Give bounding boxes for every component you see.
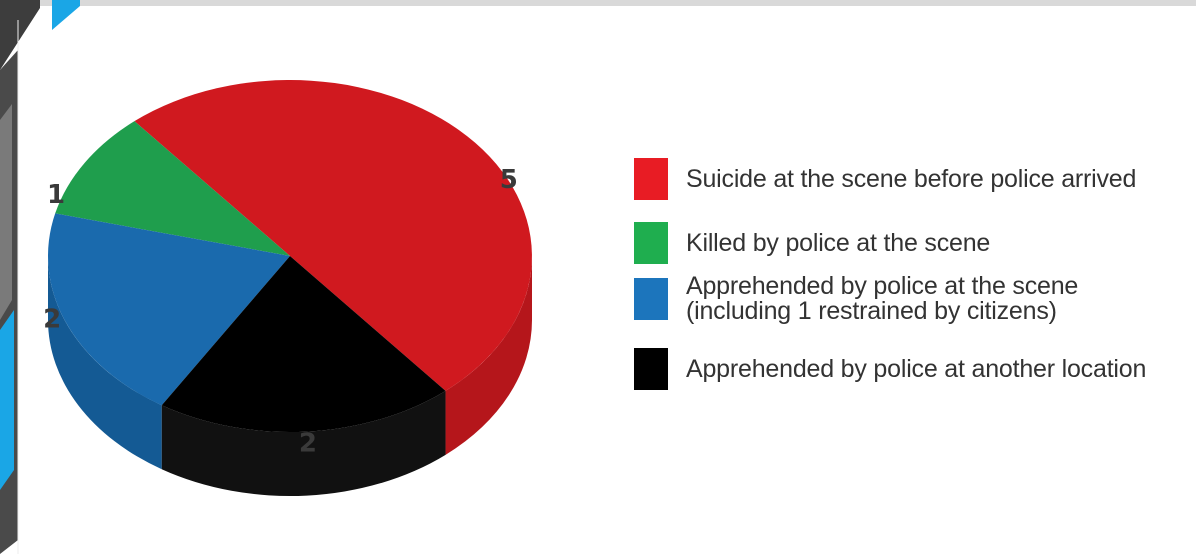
decor-blue-wedge (0, 310, 14, 490)
pie-sides-group (48, 256, 532, 496)
value-label-apprehended-other-location: 2 (299, 429, 317, 459)
legend-label-suicide: Suicide at the scene before police arriv… (686, 164, 1137, 193)
pie-labels-group: 5 1 2 2 (43, 165, 518, 459)
legend-item-apprehended-other-location: Apprehended by police at another locatio… (634, 348, 1146, 390)
pie-top-group (47, 80, 532, 432)
legend-label-killed-by-police: Killed by police at the scene (686, 228, 991, 257)
legend-item-suicide: Suicide at the scene before police arriv… (634, 158, 1136, 200)
value-label-apprehended-at-scene: 2 (43, 304, 61, 334)
legend-swatch-apprehended-other-location (634, 348, 668, 390)
pie-slice-apprehended-at-scene (47, 213, 290, 406)
value-label-suicide: 5 (500, 165, 518, 195)
pie-slice-suicide (134, 80, 532, 391)
legend-label-apprehended-at-scene: Apprehended by police at the scene (incl… (686, 272, 1079, 325)
legend-swatch-apprehended-at-scene (634, 278, 668, 320)
value-label-killed-by-police: 1 (47, 180, 65, 210)
pie-side-suicide (445, 256, 532, 455)
top-border-bar (0, 0, 1196, 6)
pie-slice-apprehended-other-location (161, 256, 446, 432)
pie-side-apprehended-other-location (161, 390, 446, 496)
pie-slice-killed-by-police (55, 121, 291, 256)
pie-side-apprehended-at-scene (48, 256, 162, 470)
legend-item-apprehended-at-scene: Apprehended by police at the scene (incl… (634, 274, 1078, 324)
decor-blue-strip-top (52, 0, 80, 30)
legend-item-killed-by-police: Killed by police at the scene (634, 222, 990, 264)
decor-gray-band (0, 0, 40, 70)
legend-swatch-suicide (634, 158, 668, 200)
legend-swatch-killed-by-police (634, 222, 668, 264)
legend-label-apprehended-other-location: Apprehended by police at another locatio… (686, 354, 1147, 383)
decor-light-wedge (0, 104, 12, 320)
